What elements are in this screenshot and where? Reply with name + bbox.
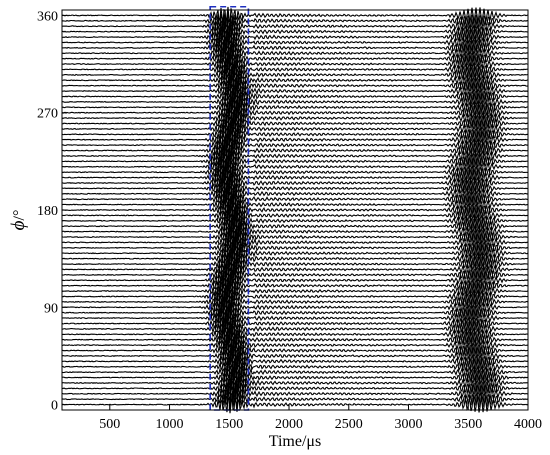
trace-line xyxy=(61,244,529,262)
trace-line xyxy=(61,255,529,273)
trace-line xyxy=(61,336,529,354)
trace-line xyxy=(61,217,529,235)
trace-line xyxy=(61,260,529,279)
trace-line xyxy=(61,277,529,295)
trace-line xyxy=(61,179,529,198)
y-axis-ticks: 0 90 180 270 360 xyxy=(37,9,67,414)
trace-line xyxy=(61,93,529,111)
trace-line xyxy=(61,271,529,290)
trace-line xyxy=(61,212,529,230)
trace-line xyxy=(61,141,529,159)
trace-line xyxy=(61,125,529,143)
y-tick-label: 90 xyxy=(44,301,58,316)
trace-line xyxy=(61,374,529,393)
trace-line xyxy=(61,33,529,51)
trace-line xyxy=(61,330,529,349)
trace-line xyxy=(61,304,529,322)
trace-line xyxy=(61,228,529,246)
trace-line xyxy=(61,82,529,100)
trace-line xyxy=(61,385,529,404)
trace-line xyxy=(61,185,529,203)
y-tick-label: 270 xyxy=(37,107,58,122)
y-axis-label-symbol: ϕ xyxy=(8,220,29,230)
trace-line xyxy=(61,249,529,267)
trace-line xyxy=(61,157,529,176)
trace-line xyxy=(61,238,529,257)
trace-line xyxy=(61,309,529,327)
trace-line xyxy=(61,12,529,30)
trace-line xyxy=(61,233,529,252)
x-tick-label: 1500 xyxy=(215,417,243,432)
x-tick-label: 4000 xyxy=(514,417,542,432)
trace-line xyxy=(61,45,529,63)
trace-line xyxy=(61,109,529,127)
trace-line xyxy=(61,77,529,95)
x-tick-label: 3000 xyxy=(395,417,423,432)
x-tick-label: 1000 xyxy=(156,417,184,432)
trace-line xyxy=(61,98,529,117)
trace-line xyxy=(61,175,529,193)
trace-line xyxy=(61,298,529,316)
trace-line xyxy=(61,23,529,41)
trace-line xyxy=(61,131,529,148)
trace-line xyxy=(61,287,529,305)
trace-line xyxy=(61,54,529,73)
y-axis-label-unit: /° xyxy=(11,210,28,221)
trace-line xyxy=(61,363,529,381)
trace-line xyxy=(61,135,529,154)
x-axis-label: Time/μs xyxy=(269,433,321,450)
trace-group xyxy=(61,6,529,414)
trace-line xyxy=(61,346,529,365)
trace-line xyxy=(61,223,529,241)
trace-line xyxy=(61,206,529,224)
trace-line xyxy=(61,28,529,46)
trace-line xyxy=(61,65,529,84)
trace-line xyxy=(61,190,529,209)
trace-line xyxy=(61,87,529,105)
trace-line xyxy=(61,6,529,24)
trace-line xyxy=(61,49,529,68)
trace-line xyxy=(61,353,529,371)
trace-line xyxy=(61,16,529,35)
trace-line xyxy=(61,314,529,333)
trace-line xyxy=(61,395,529,414)
trace-line xyxy=(61,153,529,171)
trace-line xyxy=(61,115,529,133)
x-tick-label: 2000 xyxy=(275,417,303,432)
trace-line xyxy=(61,201,529,219)
trace-line xyxy=(61,38,529,57)
trace-line xyxy=(61,266,529,284)
y-axis-label: ϕ/° xyxy=(8,210,29,231)
trace-line xyxy=(61,163,529,182)
x-tick-label: 3500 xyxy=(454,417,482,432)
trace-line xyxy=(61,71,529,89)
trace-line xyxy=(61,282,529,301)
trace-line xyxy=(61,390,529,408)
y-tick-label: 180 xyxy=(37,204,58,219)
trace-line xyxy=(61,320,529,338)
trace-line xyxy=(61,368,529,386)
trace-line xyxy=(61,325,529,344)
trace-line xyxy=(61,379,529,398)
trace-line xyxy=(61,195,529,214)
trace-line xyxy=(61,119,529,138)
trace-line xyxy=(61,104,529,122)
x-axis-ticks: 500 1000 1500 2000 2500 3000 3500 4000 xyxy=(99,405,542,432)
trace-line xyxy=(61,293,529,311)
trace-line xyxy=(61,147,529,165)
y-tick-label: 0 xyxy=(51,399,58,414)
trace-line xyxy=(61,168,529,186)
trace-line xyxy=(61,342,529,360)
x-tick-label: 500 xyxy=(99,417,120,432)
trace-line xyxy=(62,61,529,79)
trace-line xyxy=(61,357,529,376)
y-tick-label: 360 xyxy=(37,9,58,24)
x-tick-label: 2500 xyxy=(335,417,363,432)
